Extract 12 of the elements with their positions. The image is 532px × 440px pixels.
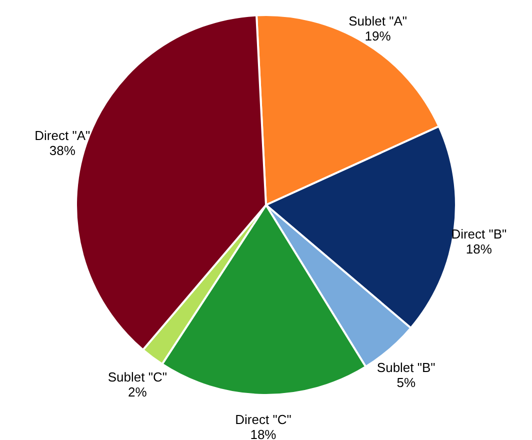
slice-label: Sublet "B": [376, 360, 436, 376]
slice-label: Sublet "C": [108, 369, 168, 384]
data-label: 19%: [364, 28, 392, 44]
data-label: 5%: [396, 375, 416, 390]
data-label: 18%: [250, 426, 277, 440]
data-label: 38%: [49, 142, 76, 158]
data-label: 18%: [466, 242, 492, 257]
slice-label: Direct "C": [235, 412, 292, 427]
slice-label: Direct "A": [34, 128, 91, 143]
slice-label: Sublet "A": [348, 13, 408, 28]
slice-label: Direct "B": [451, 226, 508, 242]
data-label: 2%: [128, 384, 148, 400]
